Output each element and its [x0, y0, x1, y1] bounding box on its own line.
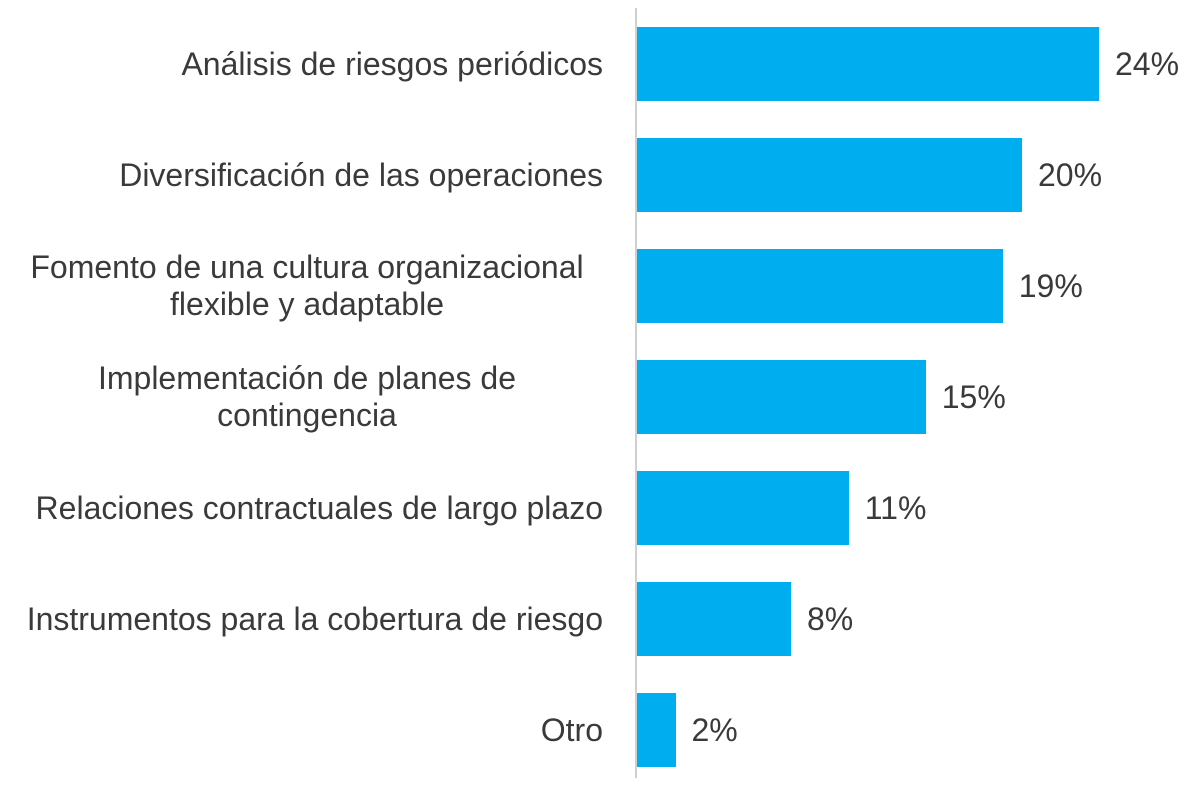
bar — [637, 360, 926, 434]
bar — [637, 27, 1099, 101]
bar — [637, 471, 849, 545]
category-label-row: Instrumentos para la cobertura de riesgo — [0, 564, 603, 675]
category-label: Instrumentos para la cobertura de riesgo — [26, 600, 603, 637]
value-label: 15% — [941, 379, 1006, 415]
category-label-row: Análisis de riesgos periódicos — [0, 9, 603, 120]
bar — [637, 138, 1022, 212]
category-label: Análisis de riesgos periódicos — [181, 45, 603, 82]
value-label: 2% — [691, 712, 738, 748]
category-label-row: Otro — [0, 675, 603, 786]
category-label: Relaciones contractuales de largo plazo — [35, 489, 603, 526]
bar — [637, 582, 791, 656]
category-label-row: Fomento de una cultura organizacional fl… — [0, 231, 603, 342]
category-label-row: Diversificación de las operaciones — [0, 120, 603, 231]
value-label: 8% — [807, 601, 854, 637]
category-label-row: Implementación de planes de contingencia — [0, 342, 603, 453]
value-label: 24% — [1115, 46, 1180, 82]
bar — [637, 249, 1003, 323]
category-label: Otro — [540, 711, 603, 748]
category-label: Fomento de una cultura organizacional fl… — [30, 249, 584, 322]
category-label-row: Relaciones contractuales de largo plazo — [0, 453, 603, 564]
category-label: Implementación de planes de contingencia — [97, 360, 517, 433]
axis-line — [635, 8, 637, 778]
value-label: 20% — [1038, 157, 1103, 193]
category-label: Diversificación de las operaciones — [119, 156, 603, 193]
value-label: 11% — [864, 490, 927, 526]
value-label: 19% — [1018, 268, 1083, 304]
bar — [637, 693, 676, 767]
